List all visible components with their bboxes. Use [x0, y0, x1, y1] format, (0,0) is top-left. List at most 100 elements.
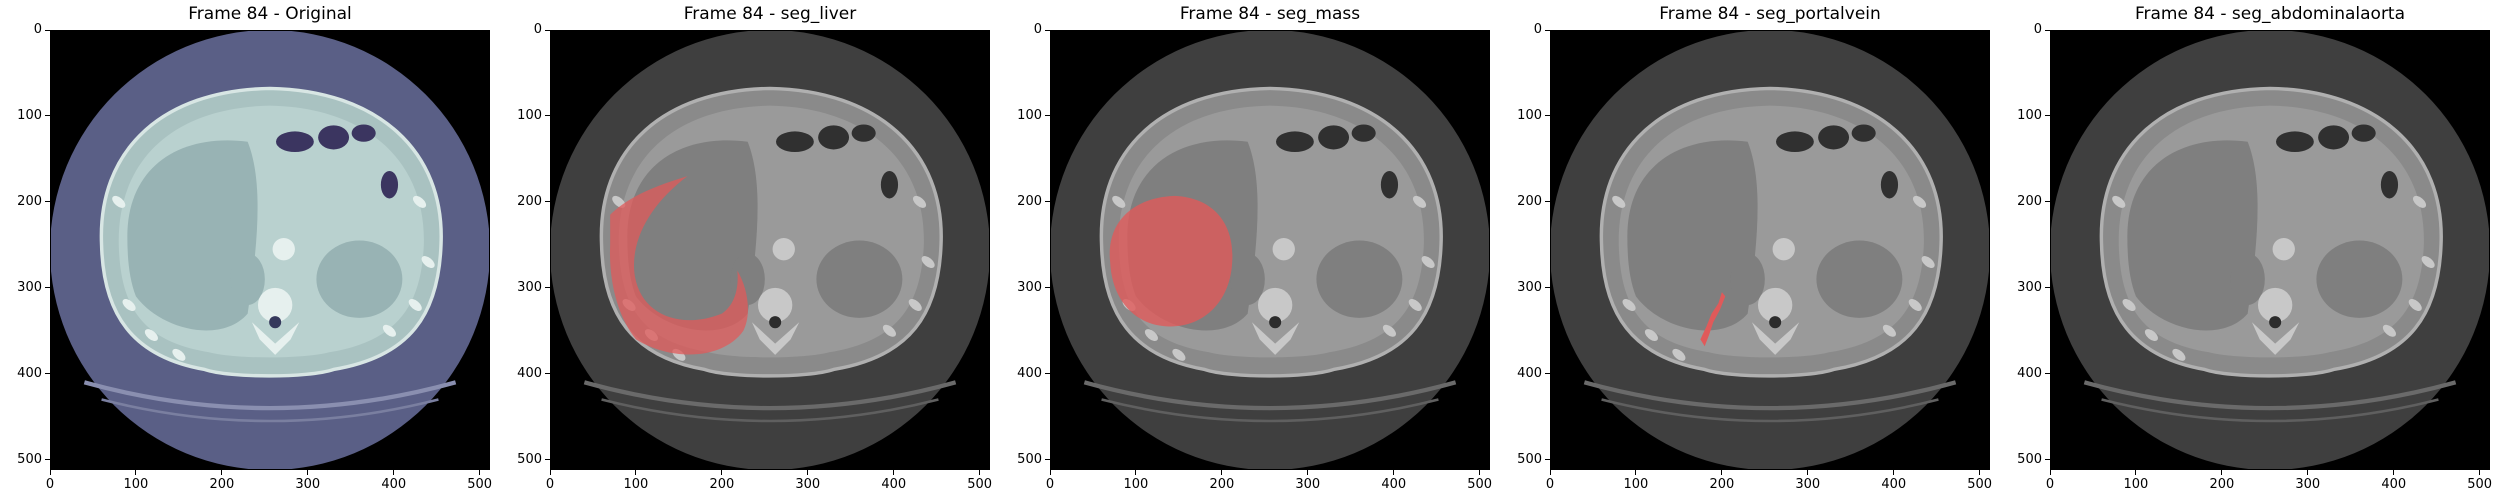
y-tick-mark [545, 115, 550, 117]
x-tick-label: 0 [545, 477, 555, 492]
ct-image [550, 30, 990, 470]
y-tick-label: 500 [1017, 451, 1042, 467]
y-tick-mark [1545, 115, 1550, 117]
x-tick-mark [2049, 470, 2051, 475]
spine [1251, 287, 1300, 355]
y-tick-mark [45, 29, 50, 31]
y-tick-label: 100 [1017, 107, 1042, 123]
y-tick-label: 100 [17, 107, 42, 123]
x-tick-mark [2221, 470, 2223, 475]
y-tick-label: 100 [517, 107, 542, 123]
ct-image [50, 30, 490, 470]
x-tick-label: 0 [45, 477, 55, 492]
panel-2: Frame 84 - seg_liver 0 100 200 300 400 500 0 100… [500, 0, 992, 500]
x-tick-mark [893, 470, 895, 475]
y-tick-label: 400 [17, 365, 42, 381]
x-tick-mark [2479, 470, 2481, 475]
x-tick-label: 300 [2295, 477, 2321, 492]
y-tick-label: 500 [1517, 451, 1542, 467]
panel-5: Frame 84 - seg_abdominalaorta 0 100 200 300 4… [2000, 0, 2492, 500]
x-tick-mark [393, 470, 395, 475]
panel-title: Frame 84 - seg_mass [1179, 4, 1361, 24]
y-tick-mark [1545, 287, 1550, 289]
panel-3: Frame 84 - seg_mass 0 100 200 300 400 500 0 100 2… [1000, 0, 1492, 500]
x-tick-label: 400 [381, 477, 407, 492]
x-tick-label: 300 [1295, 477, 1321, 492]
x-tick-label: 100 [1123, 477, 1149, 492]
x-tick-label: 500 [467, 477, 493, 492]
y-tick-mark [545, 287, 550, 289]
x-tick-label: 400 [881, 477, 907, 492]
y-tick-label: 100 [1517, 107, 1542, 123]
aorta [272, 237, 295, 261]
x-tick-mark [2307, 470, 2309, 475]
x-tick-mark [307, 470, 309, 475]
y-tick-label: 0 [533, 22, 542, 37]
y-tick-mark [1545, 459, 1550, 461]
y-tick-mark [2045, 201, 2050, 203]
scanner-table [2083, 380, 2457, 411]
spine [251, 287, 300, 355]
x-tick-mark [1549, 470, 1551, 475]
y-tick-label: 300 [17, 279, 42, 295]
x-tick-mark [1479, 470, 1481, 475]
x-tick-label: 100 [1623, 477, 1649, 492]
x-tick-mark [2135, 470, 2137, 475]
x-tick-label: 300 [795, 477, 821, 492]
y-tick-label: 200 [2017, 193, 2042, 209]
y-tick-mark [1045, 115, 1050, 117]
x-tick-label: 500 [967, 477, 993, 492]
y-tick-mark [2045, 29, 2050, 31]
y-tick-label: 400 [1517, 365, 1542, 381]
y-tick-label: 300 [517, 279, 542, 295]
x-tick-mark [1393, 470, 1395, 475]
x-tick-label: 200 [2209, 477, 2235, 492]
x-tick-mark [1221, 470, 1223, 475]
scanner-table [83, 380, 457, 411]
x-tick-label: 200 [1209, 477, 1235, 492]
y-tick-label: 200 [17, 193, 42, 209]
ct-image [1550, 30, 1990, 470]
x-tick-mark [979, 470, 981, 475]
y-tick-label: 0 [33, 22, 42, 37]
x-tick-label: 200 [209, 477, 235, 492]
y-tick-mark [45, 373, 50, 375]
x-tick-label: 0 [2045, 477, 2055, 492]
panel-title: Frame 84 - seg_portalvein [1659, 4, 1881, 24]
x-tick-label: 0 [1045, 477, 1055, 492]
liver-region [1627, 140, 1758, 331]
x-tick-label: 0 [1545, 477, 1555, 492]
spine [751, 287, 800, 355]
y-tick-label: 500 [517, 451, 542, 467]
y-tick-mark [45, 115, 50, 117]
x-tick-mark [49, 470, 51, 475]
aorta [1272, 237, 1295, 261]
scanner-table [583, 380, 957, 411]
y-tick-label: 0 [2033, 22, 2042, 37]
x-tick-label: 100 [2123, 477, 2149, 492]
aorta [2272, 237, 2295, 261]
x-tick-mark [1049, 470, 1051, 475]
aorta [772, 237, 795, 261]
y-tick-mark [2045, 115, 2050, 117]
y-tick-mark [45, 201, 50, 203]
spine [2251, 287, 2300, 355]
y-tick-label: 300 [2017, 279, 2042, 295]
x-tick-mark [807, 470, 809, 475]
y-tick-mark [545, 29, 550, 31]
x-tick-mark [221, 470, 223, 475]
x-tick-label: 300 [1795, 477, 1821, 492]
portalvein-mask [1700, 292, 1726, 347]
ct-image [1050, 30, 1490, 470]
y-tick-mark [2045, 287, 2050, 289]
spine [1751, 287, 1800, 355]
y-tick-label: 200 [1517, 193, 1542, 209]
x-tick-mark [1979, 470, 1981, 475]
x-tick-label: 300 [295, 477, 321, 492]
y-tick-mark [1545, 29, 1550, 31]
y-tick-mark [1045, 287, 1050, 289]
x-tick-mark [1807, 470, 1809, 475]
x-tick-label: 200 [1709, 477, 1735, 492]
scanner-table [1583, 380, 1957, 411]
x-tick-label: 400 [2381, 477, 2407, 492]
